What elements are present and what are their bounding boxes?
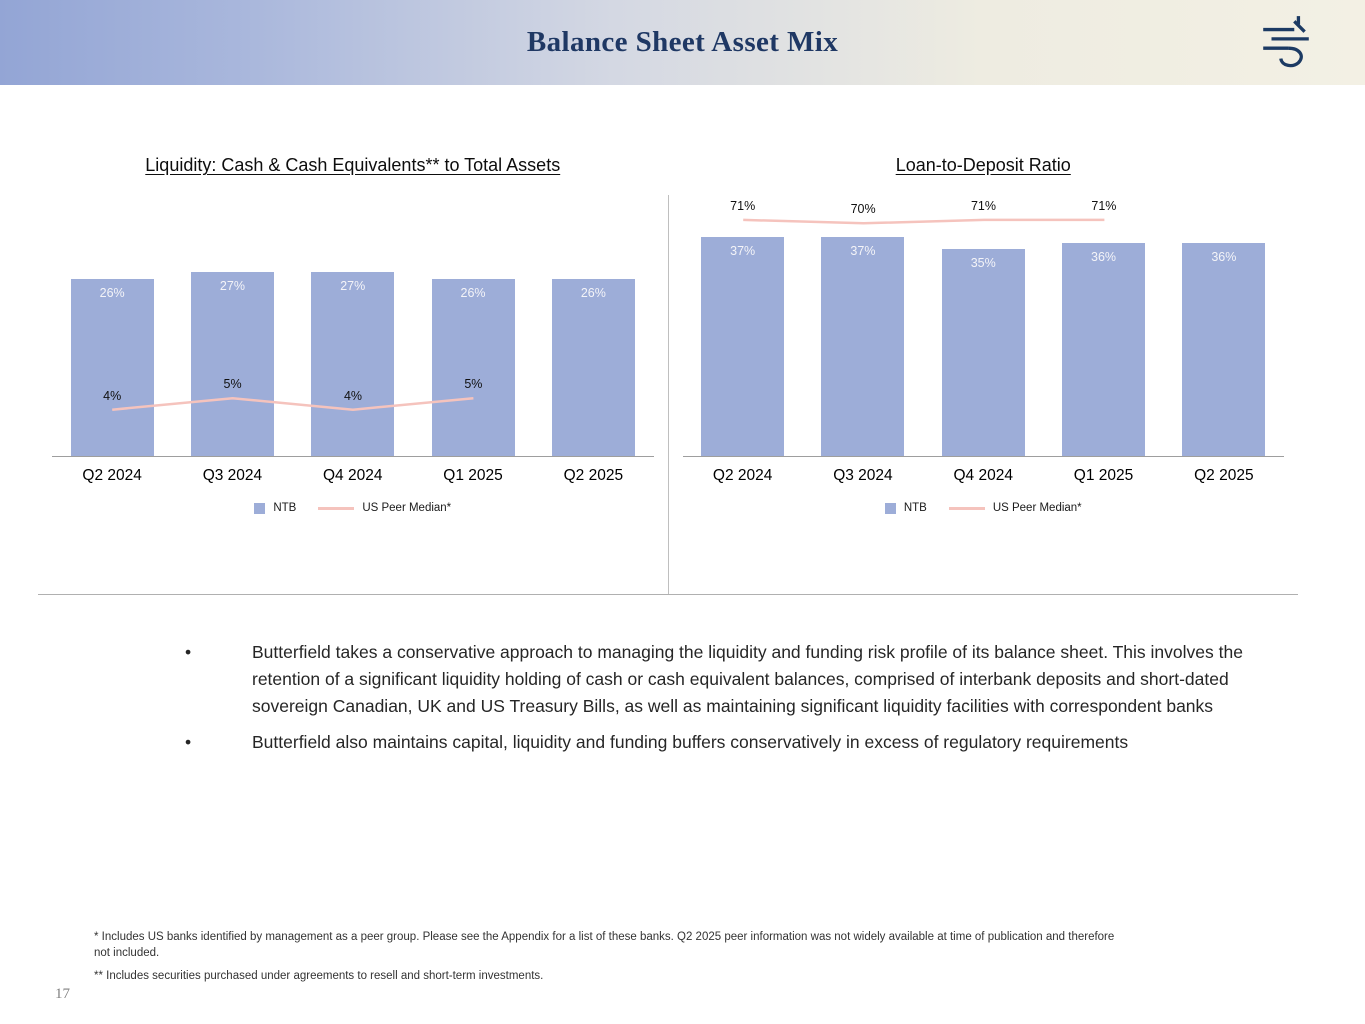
bar-value-label: 37% [730, 244, 756, 259]
bullet-item: Butterfield takes a conservative approac… [185, 639, 1287, 720]
ntb-bar: 36% [1062, 243, 1146, 456]
loan-to-deposit-plot-area: 37% 37% 35% 36% 36% 71% 70% 71% 71% [682, 190, 1284, 457]
legend-item-peer-median: US Peer Median* [948, 502, 1082, 514]
legend-label: NTB [903, 502, 927, 514]
x-axis-label: Q1 2025 [1073, 467, 1134, 484]
chart-slot: 36% [1164, 190, 1284, 456]
legend-item-ntb: NTB [254, 502, 296, 514]
chart-slot: 27% [172, 190, 292, 456]
bar-value-label: 37% [850, 244, 876, 259]
ntb-bar: 35% [941, 249, 1025, 456]
ntb-bar: 26% [70, 278, 154, 456]
company-logo-icon [1257, 13, 1315, 71]
legend-label: US Peer Median* [362, 502, 452, 514]
x-axis-label: Q3 2024 [202, 467, 263, 484]
bar-value-label: 27% [340, 278, 366, 293]
bar-value-label: 26% [460, 285, 486, 300]
page-number: 17 [55, 986, 70, 1002]
loan-to-deposit-chart-title: Loan-to-Deposit Ratio [895, 155, 1071, 175]
charts-section: Liquidity: Cash & Cash Equivalents** to … [38, 155, 1298, 595]
liquidity-legend: NTB US Peer Median* [52, 502, 654, 514]
bullet-list: Butterfield takes a conservative approac… [185, 639, 1287, 756]
footnote-peer-group: * Includes US banks identified by manage… [94, 931, 1115, 959]
chart-slot: 36% [1043, 190, 1163, 456]
x-axis-label: Q2 2025 [563, 467, 624, 484]
loan-to-deposit-chart: Loan-to-Deposit Ratio 37% 37% 35% 36% 36% 71%… [669, 155, 1299, 594]
x-axis-label: Q2 2024 [712, 467, 773, 484]
slide-header: Balance Sheet Asset Mix [0, 0, 1365, 85]
peer-median-swatch-icon [318, 506, 355, 510]
liquidity-x-axis-labels: Q2 2024 Q3 2024 Q4 2024 Q1 2025 Q2 2025 [52, 467, 654, 485]
panel-divider [667, 195, 669, 594]
bar-value-label: 26% [99, 285, 125, 300]
liquidity-chart-title: Liquidity: Cash & Cash Equivalents** to … [145, 155, 561, 175]
footnotes: * Includes US banks identified by manage… [94, 930, 1129, 993]
legend-item-peer-median: US Peer Median* [318, 502, 451, 514]
chart-slot: 26% [52, 190, 172, 456]
x-axis-label: Q4 2024 [323, 467, 383, 484]
x-axis-label: Q3 2024 [833, 467, 893, 484]
loan-to-deposit-x-axis-labels: Q2 2024 Q3 2024 Q4 2024 Q1 2025 Q2 2025 [683, 467, 1285, 485]
ntb-swatch-icon [884, 502, 896, 514]
bar-value-label: 36% [1211, 250, 1237, 265]
ntb-bar: 27% [190, 271, 274, 456]
x-axis-label: Q1 2025 [443, 467, 503, 484]
liquidity-plot-area: 26% 27% 27% 26% 26% 4% 5% 4% 5% [52, 190, 654, 457]
x-axis-label: Q2 2024 [82, 467, 142, 484]
footnote-securities: ** Includes securities purchased under a… [94, 970, 544, 983]
ntb-bar: 26% [431, 278, 515, 456]
legend-item-ntb: NTB [884, 502, 927, 514]
peer-median-swatch-icon [948, 506, 985, 510]
chart-slot: 27% [293, 190, 413, 456]
ntb-bar: 27% [311, 271, 395, 456]
bar-value-label: 35% [970, 256, 996, 271]
bar-value-label: 27% [219, 278, 245, 293]
bar-value-label: 36% [1091, 250, 1117, 265]
legend-label: US Peer Median* [992, 502, 1082, 514]
bar-value-label: 26% [580, 285, 606, 300]
chart-slot: 26% [533, 190, 653, 456]
chart-slot: 35% [923, 190, 1043, 456]
legend-label: NTB [273, 502, 297, 514]
liquidity-chart: Liquidity: Cash & Cash Equivalents** to … [38, 155, 668, 594]
x-axis-label: Q2 2025 [1194, 467, 1254, 484]
griffin-logo-icon [1263, 16, 1309, 68]
ntb-bar: 37% [821, 237, 905, 456]
ntb-bar: 26% [551, 278, 635, 456]
chart-slot: 26% [413, 190, 533, 456]
slide-title: Balance Sheet Asset Mix [526, 26, 839, 58]
chart-slot: 37% [803, 190, 923, 456]
loan-to-deposit-legend: NTB US Peer Median* [683, 502, 1285, 514]
ntb-bar: 36% [1182, 243, 1266, 456]
x-axis-label: Q4 2024 [953, 467, 1013, 484]
bullet-item: Butterfield also maintains capital, liqu… [185, 729, 1287, 756]
ntb-bar: 37% [701, 237, 785, 456]
ntb-swatch-icon [254, 502, 266, 514]
chart-slot: 37% [683, 190, 803, 456]
